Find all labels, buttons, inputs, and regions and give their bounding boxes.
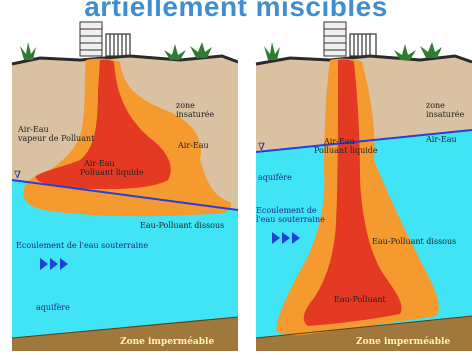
impermeable-boundary-right xyxy=(255,315,472,339)
water-table-line-left xyxy=(11,179,239,211)
label-air-water-right: Air-Eau xyxy=(425,135,457,144)
plume-inner-left xyxy=(35,59,171,190)
label-air-water-left: Air-Eau xyxy=(177,141,209,150)
water-table-symbol-right: ∇ xyxy=(258,142,265,153)
impermeable-zone-left xyxy=(12,317,238,351)
fence-icon xyxy=(105,33,131,57)
label-water-dissolved-right: Eau-Polluant dissous xyxy=(372,237,456,246)
label-groundwater-flow-left: Ecoulement de l'eau souterraine xyxy=(16,241,148,250)
label-air-water-vapor: Air-Eau vapeur de Polluant xyxy=(17,125,95,143)
label-impermeable-right: Zone imperméable xyxy=(356,336,450,347)
label-vadose-zone-right: zone insaturée xyxy=(426,101,465,119)
flow-arrow-icon xyxy=(40,258,68,270)
right-diagram-svg: zone insaturée Air-Eau Air-Eau Polluant … xyxy=(255,21,472,351)
left-diagram-svg: zone insaturée Air-Eau vapeur de Polluan… xyxy=(11,21,239,351)
label-water-pollutant-right: Eau-Polluant xyxy=(334,295,387,304)
label-air-water-liquid-left: Air-Eau Polluant liquide xyxy=(80,159,144,177)
label-water-dissolved-left: Eau-Polluant dissous xyxy=(140,221,224,230)
storage-tank-icon xyxy=(323,21,347,57)
diagram-light-pollutant: zone insaturée Air-Eau vapeur de Polluan… xyxy=(0,20,239,351)
aquifer-left xyxy=(12,180,238,338)
diagram-dense-pollutant: zone insaturée Air-Eau Air-Eau Polluant … xyxy=(250,20,472,351)
label-impermeable-left: Zone imperméable xyxy=(120,336,214,347)
water-table-line-right xyxy=(255,129,472,153)
label-aquifer-left: aquifère xyxy=(36,303,70,312)
label-aquifer-right: aquifère xyxy=(258,173,292,182)
label-groundwater-flow-right: Ecoulement de l'eau souterraine xyxy=(256,206,325,224)
plant-icon xyxy=(264,42,442,60)
water-table-symbol-left: ∇ xyxy=(14,170,21,181)
storage-tank-icon xyxy=(79,21,103,57)
flow-arrow-icon xyxy=(272,232,300,244)
impermeable-boundary-left xyxy=(11,316,239,339)
impermeable-zone-right xyxy=(256,316,472,351)
page-title: artiellement miscibles xyxy=(84,0,388,22)
label-vadose-zone-left: zone insaturée xyxy=(176,101,215,119)
plume-inner-right xyxy=(303,59,402,327)
plant-icon xyxy=(20,42,212,60)
label-air-water-liquid-right: Air-Eau Polluant liquide xyxy=(314,137,378,155)
fence-icon xyxy=(349,33,377,57)
